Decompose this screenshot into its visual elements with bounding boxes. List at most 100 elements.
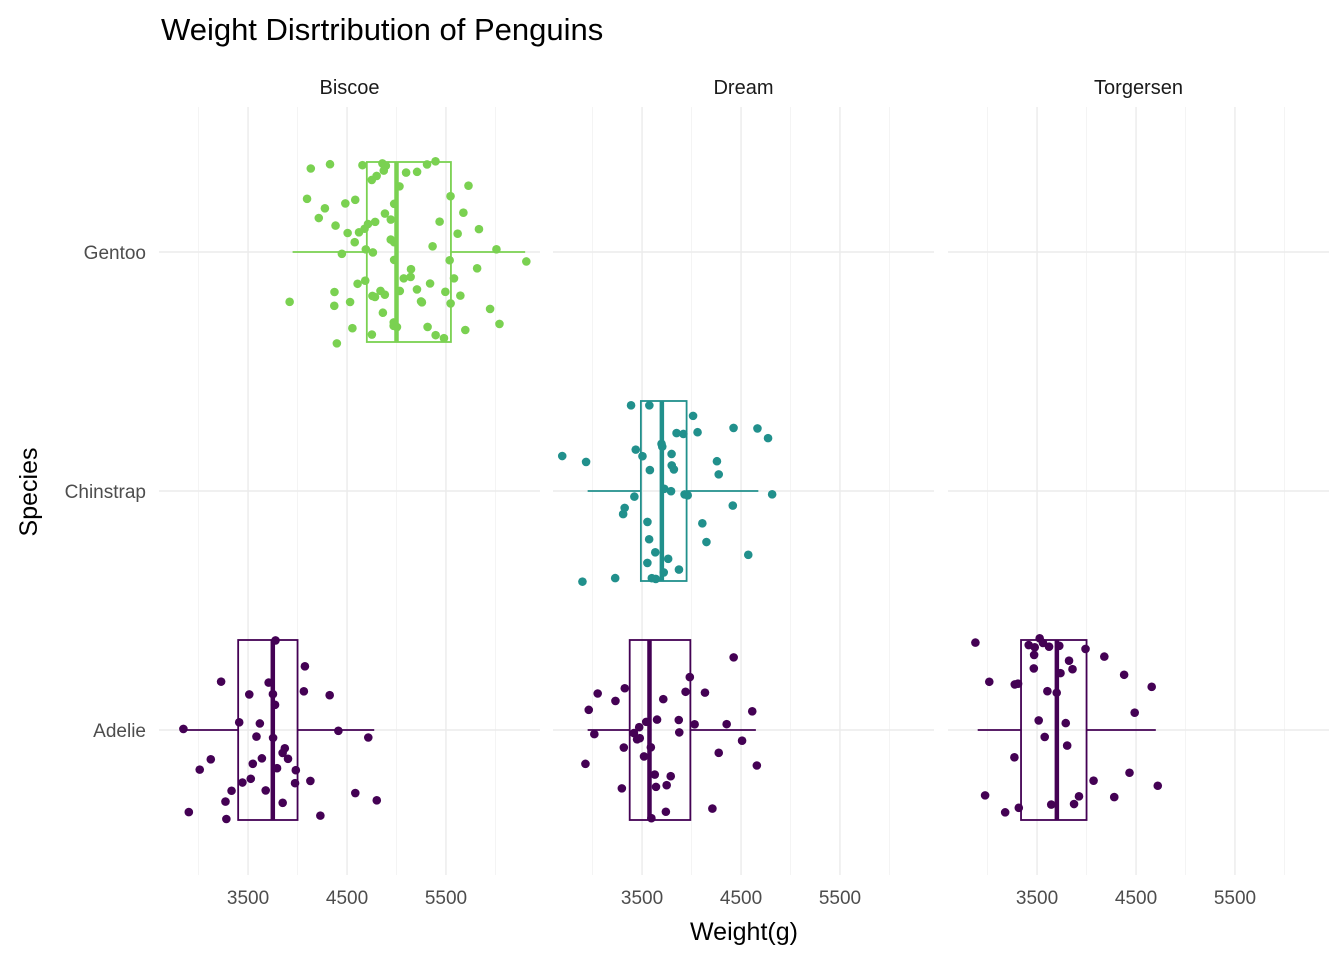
data-point xyxy=(441,287,450,297)
data-point xyxy=(379,166,389,175)
data-point xyxy=(456,291,465,300)
data-point xyxy=(291,765,301,775)
data-point xyxy=(1100,652,1109,661)
boxplot-adelie xyxy=(587,639,756,821)
x-tick-label: 4500 xyxy=(720,888,762,909)
data-point xyxy=(667,449,676,459)
data-point xyxy=(647,573,657,583)
data-point xyxy=(257,754,267,763)
data-point xyxy=(630,492,639,501)
data-point xyxy=(1074,792,1084,801)
data-point xyxy=(446,299,455,308)
data-point xyxy=(666,486,676,496)
box-iqr xyxy=(1020,639,1088,821)
data-point xyxy=(590,729,599,739)
data-point xyxy=(1044,642,1054,652)
data-point xyxy=(693,427,702,437)
data-point xyxy=(472,264,482,273)
data-point xyxy=(280,743,290,753)
data-point xyxy=(330,287,339,297)
data-point xyxy=(611,696,620,706)
data-point xyxy=(261,786,271,795)
x-tick-label: 5500 xyxy=(425,888,467,909)
data-point xyxy=(643,517,652,527)
data-point xyxy=(395,286,405,296)
data-point xyxy=(461,325,470,335)
data-point xyxy=(386,235,396,244)
points-chinstrap xyxy=(557,401,777,586)
data-point xyxy=(1046,800,1056,809)
data-point xyxy=(252,732,261,741)
data-point xyxy=(453,229,462,239)
data-point xyxy=(435,217,444,226)
data-point xyxy=(984,677,994,687)
data-point xyxy=(729,423,738,433)
data-point xyxy=(248,759,258,769)
chart-title: Weight Disrtribution of Penguins xyxy=(161,12,603,47)
data-point xyxy=(372,796,382,805)
data-point xyxy=(255,719,265,728)
data-point xyxy=(431,330,440,340)
data-point xyxy=(268,689,278,699)
data-point xyxy=(635,733,645,743)
data-point xyxy=(620,683,630,693)
data-point xyxy=(395,182,404,191)
data-point xyxy=(358,160,367,170)
data-point xyxy=(417,298,427,307)
data-point xyxy=(244,690,254,699)
data-point xyxy=(698,519,707,528)
data-point xyxy=(1029,664,1039,673)
data-point xyxy=(412,167,422,177)
data-point xyxy=(743,550,753,560)
boxplot-adelie xyxy=(183,639,375,821)
data-point xyxy=(195,765,205,774)
data-point xyxy=(971,638,980,647)
y-axis-ticks: Adelie Chinstrap Gentoo xyxy=(65,243,146,742)
data-point xyxy=(370,292,380,302)
data-point xyxy=(268,733,278,743)
x-tick-label: 3500 xyxy=(1016,888,1058,909)
data-point xyxy=(278,798,287,808)
facet-label: Torgersen xyxy=(1094,77,1183,99)
data-point xyxy=(737,736,747,746)
data-point xyxy=(593,689,602,698)
data-point xyxy=(578,577,587,586)
data-point xyxy=(406,272,415,282)
data-point xyxy=(662,780,671,790)
data-point xyxy=(1052,688,1061,698)
data-point xyxy=(325,159,335,169)
data-point xyxy=(302,194,312,204)
data-point xyxy=(666,771,676,781)
points-adelie xyxy=(581,653,762,823)
data-point xyxy=(1130,708,1140,717)
data-point xyxy=(752,761,762,770)
y-tick-label: Gentoo xyxy=(84,243,146,264)
data-point xyxy=(1068,664,1077,674)
data-point xyxy=(1014,803,1024,813)
data-point xyxy=(714,748,724,758)
data-point xyxy=(422,160,432,169)
data-point xyxy=(631,445,641,454)
data-point xyxy=(179,724,188,734)
facet-label: Biscoe xyxy=(319,77,379,99)
data-point xyxy=(643,558,652,568)
data-point xyxy=(674,728,684,737)
data-point xyxy=(1089,776,1098,785)
data-point xyxy=(650,770,660,779)
data-point xyxy=(657,439,666,449)
data-point xyxy=(222,814,231,824)
data-point xyxy=(620,503,629,513)
data-point xyxy=(660,484,669,494)
data-point xyxy=(763,433,773,443)
data-point xyxy=(1147,682,1156,692)
data-point xyxy=(1029,650,1039,660)
data-point xyxy=(283,754,293,764)
data-point xyxy=(343,228,352,238)
data-point xyxy=(449,274,459,283)
data-point xyxy=(674,715,684,725)
data-point xyxy=(306,776,315,786)
data-point xyxy=(368,248,378,257)
data-point xyxy=(378,308,388,318)
data-point xyxy=(661,807,671,817)
data-point xyxy=(290,778,300,788)
